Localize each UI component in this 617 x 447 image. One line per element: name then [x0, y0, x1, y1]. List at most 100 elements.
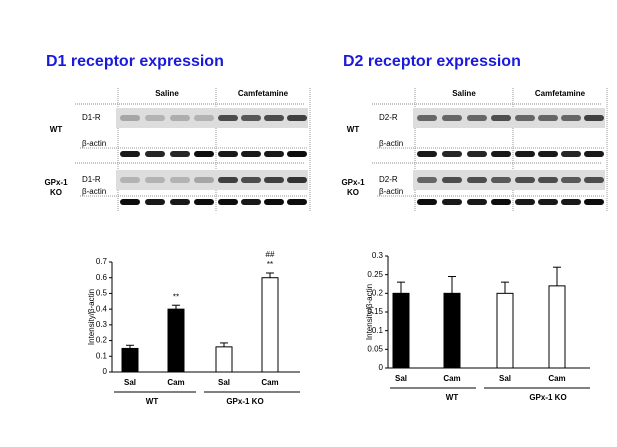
band — [561, 115, 581, 121]
band — [442, 115, 462, 121]
y-tick-label: 0 — [379, 363, 384, 372]
band — [491, 115, 511, 121]
bar — [443, 292, 461, 369]
band — [264, 177, 284, 183]
condition-label: Saline — [452, 89, 476, 98]
band — [145, 199, 165, 205]
band — [515, 199, 535, 205]
band — [584, 151, 604, 157]
band — [538, 177, 558, 183]
genotype-label: WT — [347, 125, 360, 134]
blot-title: D2 receptor expression — [343, 53, 521, 70]
genotype-label: GPx-1 — [341, 178, 365, 187]
bar — [548, 285, 566, 369]
band — [145, 151, 165, 157]
y-tick-label: 0.5 — [96, 289, 108, 298]
band — [538, 199, 558, 205]
row-label: D2-R — [379, 175, 398, 184]
x-tick-label: Cam — [167, 378, 184, 387]
band — [417, 151, 437, 157]
band — [561, 199, 581, 205]
y-tick-label: 0.2 — [372, 288, 384, 297]
band — [491, 177, 511, 183]
band — [561, 177, 581, 183]
condition-label: Camfetamine — [238, 89, 289, 98]
band — [442, 177, 462, 183]
y-tick-label: 0.2 — [96, 336, 108, 345]
group-label: WT — [446, 393, 459, 402]
band — [241, 177, 261, 183]
x-tick-label: Sal — [499, 374, 511, 383]
row-label: D1-R — [82, 175, 101, 184]
band — [417, 177, 437, 183]
band — [170, 151, 190, 157]
band — [120, 199, 140, 205]
y-tick-label: 0.15 — [367, 307, 383, 316]
band — [515, 115, 535, 121]
band — [218, 151, 238, 157]
y-tick-label: 0.1 — [372, 326, 384, 335]
band — [194, 115, 214, 121]
band — [145, 177, 165, 183]
y-tick-label: 0.25 — [367, 270, 383, 279]
x-tick-label: Cam — [261, 378, 278, 387]
band — [241, 151, 261, 157]
band — [120, 115, 140, 121]
band — [170, 177, 190, 183]
y-tick-label: 0 — [103, 367, 108, 376]
band — [515, 177, 535, 183]
band — [287, 177, 307, 183]
band — [417, 115, 437, 121]
band — [538, 151, 558, 157]
condition-label: Saline — [155, 89, 179, 98]
band — [467, 115, 487, 121]
band — [194, 151, 214, 157]
band — [515, 151, 535, 157]
x-tick-label: Cam — [548, 374, 565, 383]
band — [561, 151, 581, 157]
bar — [167, 308, 185, 373]
group-label: WT — [146, 397, 159, 406]
band — [264, 199, 284, 205]
band — [194, 199, 214, 205]
bar — [215, 346, 233, 373]
row-label: D2-R — [379, 113, 398, 122]
row-label: β-actin — [82, 139, 106, 148]
x-tick-label: Cam — [443, 374, 460, 383]
band — [584, 199, 604, 205]
band — [218, 115, 238, 121]
row-label: β-actin — [82, 187, 106, 196]
row-label: β-actin — [379, 187, 403, 196]
y-tick-label: 0.05 — [367, 344, 383, 353]
y-axis-label: Intensity/β-actin — [365, 284, 374, 340]
band — [170, 115, 190, 121]
bar — [496, 292, 514, 369]
genotype-label: WT — [50, 125, 63, 134]
band — [218, 177, 238, 183]
band — [538, 115, 558, 121]
x-tick-label: Sal — [395, 374, 407, 383]
blot-title: D1 receptor expression — [46, 53, 224, 70]
bar — [261, 277, 279, 373]
y-tick-label: 0.6 — [96, 273, 108, 282]
band — [264, 115, 284, 121]
annotation: ** — [173, 292, 179, 301]
band — [287, 115, 307, 121]
band — [218, 199, 238, 205]
genotype-label: GPx-1 — [44, 178, 68, 187]
y-tick-label: 0.4 — [96, 304, 108, 313]
band — [442, 151, 462, 157]
annotation: ** — [267, 260, 273, 269]
y-tick-label: 0.3 — [96, 320, 108, 329]
band — [417, 199, 437, 205]
genotype-label: KO — [347, 188, 359, 197]
band — [287, 199, 307, 205]
band — [287, 151, 307, 157]
bar — [392, 292, 410, 369]
band — [241, 199, 261, 205]
band — [467, 151, 487, 157]
genotype-label: KO — [50, 188, 62, 197]
band — [120, 177, 140, 183]
band — [145, 115, 165, 121]
